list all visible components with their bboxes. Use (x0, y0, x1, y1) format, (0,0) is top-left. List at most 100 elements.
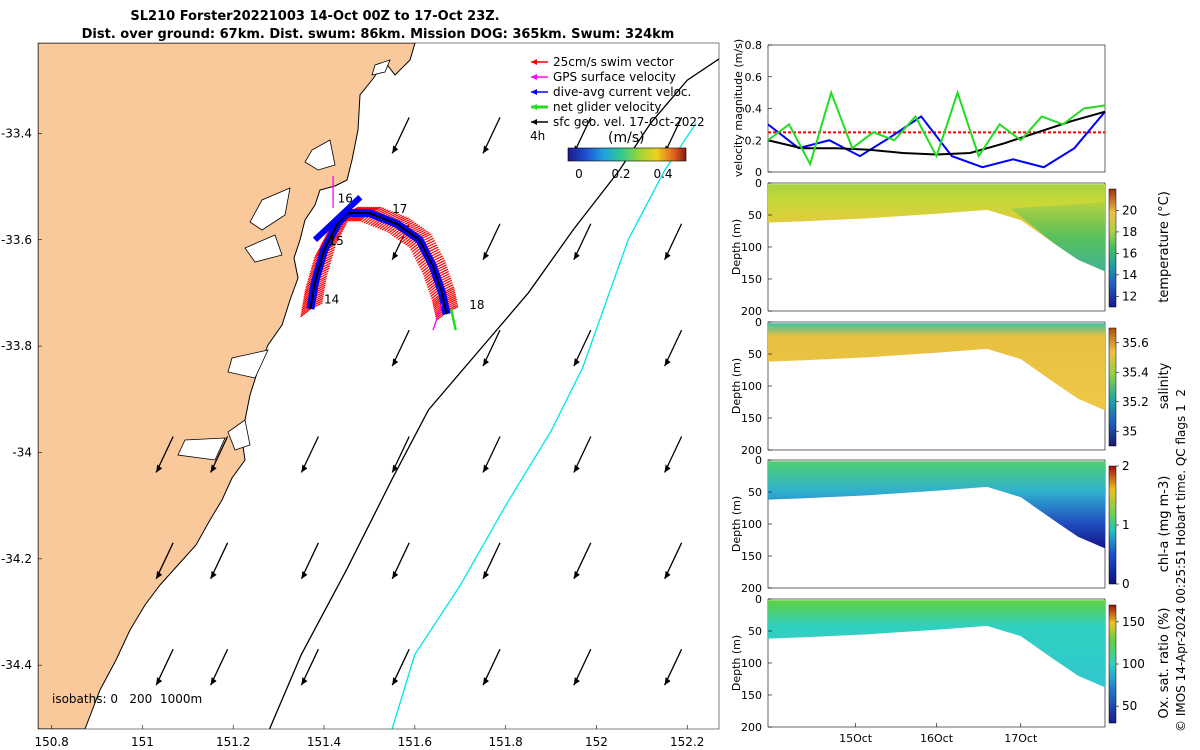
day-label: 16 (338, 192, 353, 206)
cbar-tick-label: 150 (1122, 615, 1145, 629)
current-vector-head (392, 251, 399, 260)
depth-tick-label: 0 (755, 593, 762, 606)
current-vector-head (392, 464, 399, 473)
estuary-4 (227, 349, 269, 379)
depth-tick-label: 0 (755, 316, 762, 329)
depth-tick-label: 0 (755, 454, 762, 467)
cbar-tick-label: 50 (1122, 699, 1137, 713)
depth-tick-label: 50 (748, 348, 762, 361)
current-vector-head (156, 677, 163, 686)
depth-tick-label: 150 (741, 689, 762, 702)
legend-label: net glider velocity (553, 100, 661, 114)
time-axis-ticks: 15Oct 16Oct 17Oct (839, 723, 1038, 745)
legend-label: 25cm/s swim vector (553, 55, 674, 69)
current-vector-head (664, 251, 671, 260)
depth-tick-label: 150 (741, 412, 762, 425)
lon-tick-label: 152.2 (670, 735, 704, 749)
map-lat-ticks: -33.4 -33.6 -33.8 -34 -34.2 -34.4 (1, 126, 42, 672)
estuary-7 (371, 59, 391, 76)
section-oxygen-section: 0 50 100 150 200 Depth (m) 50 100 150 Ox. sat. ra… (730, 593, 1172, 734)
depth-tick-label: 50 (748, 625, 762, 638)
section-deep-water (1010, 202, 1105, 272)
cbar-tick-2: 0.4 (653, 167, 672, 181)
current-vector-head (483, 570, 489, 579)
time-tick-label: 16Oct (920, 732, 954, 745)
speed-colorbar (567, 147, 687, 162)
current-vector-head (483, 358, 489, 367)
estuary-5 (227, 419, 251, 451)
section-colorbar (1108, 465, 1117, 585)
cbar-tick-0: 0 (575, 167, 583, 181)
lat-tick-label: -33.4 (1, 126, 32, 140)
current-vector-head (301, 570, 308, 579)
depth-tick-label: 100 (741, 518, 762, 531)
section-temperature-section: 0 50 100 150 200 Depth (m) 12 14 16 18 20 temperatu… (730, 177, 1172, 318)
copyright-note: © IMOS 14-Apr-2024 00:25:51 Hobart time.… (1174, 389, 1188, 732)
current-vector-head (156, 464, 163, 473)
current-vector-head (392, 145, 399, 154)
lat-tick-label: -33.6 (1, 233, 32, 247)
current-vector-head (392, 677, 399, 686)
title-line2: Dist. over ground: 67km. Dist. swum: 86k… (82, 27, 675, 42)
depth-tick-label: 100 (741, 657, 762, 670)
velocity-series-1 (767, 111, 1106, 169)
cbar-tick-label: 100 (1122, 657, 1145, 671)
depth-ylabel: Depth (m) (730, 635, 743, 691)
depth-tick-label: 150 (741, 273, 762, 286)
section-colorbar (1108, 327, 1117, 447)
depth-ylabel: Depth (m) (730, 358, 743, 414)
velocity-ylabel: velocity magnitude (m/s) (732, 39, 745, 177)
depth-tick-label: 200 (741, 721, 762, 734)
depth-tick-label: 50 (748, 486, 762, 499)
legend-label: dive-avg current veloc. (553, 85, 691, 99)
current-vector-head (301, 677, 308, 686)
lat-tick-label: -34.2 (1, 552, 32, 566)
current-vector-head (483, 464, 489, 473)
cbar-label: salinity (1157, 362, 1172, 409)
lon-tick-label: 151 (131, 735, 154, 749)
current-vector-head (392, 358, 399, 367)
net-glider-vector (449, 308, 457, 331)
current-vector-head (573, 358, 580, 367)
interval-label: 4h (530, 129, 545, 143)
depth-tick-label: 150 (741, 550, 762, 563)
map-lon-ticks: 150.8 151 151.2 151.4 151.6 151.8 152 152.2 (34, 725, 704, 749)
cbar-tick-label: 16 (1122, 246, 1137, 260)
vel-tick-label: 0.2 (745, 134, 763, 147)
current-vector-head (483, 677, 489, 686)
glider-path-line (309, 212, 448, 315)
section-data (768, 323, 1105, 411)
isobath-1000m (268, 58, 719, 729)
section-chlorophyll-section: 0 50 100 150 200 Depth (m) 0 1 2 chl-a (mg m-3) (730, 454, 1172, 595)
legend-label: GPS surface velocity (553, 70, 676, 84)
glider-track (300, 175, 459, 331)
gps-vector (432, 303, 443, 331)
dive-avg-track (312, 195, 363, 242)
day-label: 18 (469, 298, 484, 312)
cbar-tick-label: 18 (1122, 225, 1137, 239)
section-data (768, 184, 1105, 272)
depth-tick-label: 0 (755, 177, 762, 190)
estuary-1 (304, 139, 336, 171)
current-vector-head (392, 570, 399, 579)
cbar-tick-label: 20 (1122, 203, 1137, 217)
day-label: 17 (392, 202, 407, 216)
legend-swatch-head (531, 104, 537, 110)
isobath-200m (391, 122, 697, 729)
current-vectors (155, 117, 683, 686)
cbar-tick-label: 12 (1122, 289, 1137, 303)
current-vector-head (483, 145, 489, 154)
current-vector-head (664, 358, 671, 367)
time-tick-label: 15Oct (839, 732, 873, 745)
lon-tick-label: 151.6 (398, 735, 432, 749)
estuary-3 (244, 234, 283, 263)
lon-tick-label: 151.4 (307, 735, 341, 749)
map-frame (37, 42, 720, 730)
current-vector-head (301, 464, 308, 473)
cbar-tick-label: 35.4 (1122, 365, 1149, 379)
current-vector-head (573, 251, 580, 260)
cbar-tick-label: 35.2 (1122, 395, 1149, 409)
